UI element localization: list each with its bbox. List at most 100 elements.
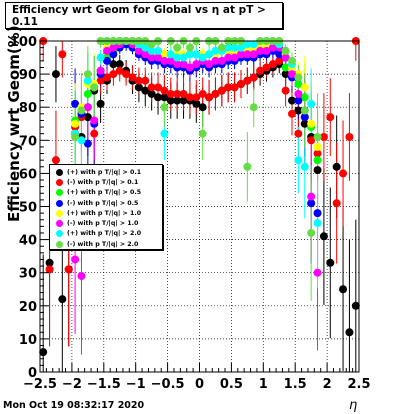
legend-label: (-) with p T/|q| > 2.0 <box>67 240 139 248</box>
data-point <box>313 268 322 277</box>
data-point <box>192 50 201 59</box>
data-point <box>160 56 169 65</box>
legend-entry: (+) with p T/|q| > 1.0 <box>53 208 162 218</box>
data-point <box>179 60 188 69</box>
data-point <box>205 60 214 69</box>
data-point <box>262 46 271 55</box>
data-point <box>147 53 156 62</box>
data-point <box>173 96 182 105</box>
data-point <box>147 89 156 98</box>
data-point <box>281 53 290 62</box>
x-tick-label: 1 <box>259 377 268 392</box>
legend-label: (-) with p T/|q| > 0.5 <box>67 199 139 207</box>
data-point <box>326 113 335 122</box>
chart-title: Efficiency wrt Geom for Global vs η at p… <box>12 3 266 28</box>
data-point <box>96 76 105 85</box>
data-point <box>211 46 220 55</box>
data-point <box>71 132 80 141</box>
data-point <box>300 83 309 92</box>
data-point <box>345 328 354 337</box>
data-point <box>288 109 297 118</box>
data-point <box>243 76 252 85</box>
data-point <box>77 136 86 145</box>
data-point <box>300 106 309 115</box>
x-tick-label: −1.5 <box>87 377 121 392</box>
data-point <box>307 199 316 208</box>
data-point <box>173 53 182 62</box>
data-point <box>198 129 207 138</box>
data-point <box>77 106 86 115</box>
data-point <box>211 89 220 98</box>
timestamp: Mon Oct 19 08:32:17 2020 <box>3 400 145 411</box>
data-point <box>77 272 86 281</box>
legend-label: (-) with p T/|q| > 1.0 <box>67 220 139 228</box>
data-point <box>319 232 328 241</box>
data-point <box>243 162 252 171</box>
data-point <box>179 53 188 62</box>
data-point <box>83 103 92 112</box>
data-point <box>83 113 92 122</box>
data-point <box>115 66 124 75</box>
data-point <box>345 132 354 141</box>
data-point <box>58 295 67 304</box>
data-point <box>185 50 194 59</box>
data-point <box>224 53 233 62</box>
data-point <box>249 50 258 59</box>
data-point <box>58 50 67 59</box>
legend-entry: (-) with p T/|q| > 0.5 <box>53 198 162 208</box>
data-point <box>313 209 322 218</box>
data-point <box>134 76 143 85</box>
data-point <box>249 40 258 49</box>
legend-entry: (+) with p T/|q| > 2.0 <box>53 229 162 239</box>
data-point <box>294 156 303 165</box>
x-tick-label: −2.5 <box>23 377 57 392</box>
data-point <box>313 142 322 151</box>
data-point <box>294 96 303 105</box>
x-tick-label: −1 <box>126 377 146 392</box>
data-point <box>109 50 118 59</box>
data-point <box>268 43 277 52</box>
data-point <box>45 258 54 267</box>
data-point <box>141 76 150 85</box>
data-point <box>109 60 118 69</box>
y-tick-label: 100 <box>10 35 37 50</box>
legend: (+) with p T/|q| > 0.1 (-) with p T/|q| >… <box>49 164 163 250</box>
data-point <box>90 116 99 125</box>
y-tick-label: 10 <box>19 333 37 348</box>
y-tick-label: 80 <box>19 101 37 116</box>
data-point <box>275 50 284 59</box>
data-point <box>294 89 303 98</box>
legend-marker <box>56 209 63 217</box>
y-tick-label: 90 <box>19 68 37 83</box>
data-point <box>307 99 316 108</box>
data-point <box>294 73 303 82</box>
data-point <box>281 70 290 79</box>
data-point <box>160 93 169 102</box>
data-point <box>313 219 322 228</box>
x-tick-label: 2.5 <box>347 377 370 392</box>
data-point <box>141 43 150 52</box>
data-point <box>224 43 233 52</box>
data-point <box>160 129 169 138</box>
data-point <box>173 60 182 69</box>
y-tick-label: 40 <box>19 234 37 249</box>
axis-ticks <box>39 40 360 373</box>
data-point <box>307 192 316 201</box>
data-point <box>294 80 303 89</box>
data-point <box>192 60 201 69</box>
y-tick-label: 0 <box>28 366 37 381</box>
legend-label: (+) with p T/|q| > 0.5 <box>67 189 142 197</box>
data-point <box>205 93 214 102</box>
chart-title-box: Efficiency wrt Geom for Global vs η at p… <box>5 2 283 29</box>
x-tick-label: 0 <box>195 377 204 392</box>
data-point <box>243 40 252 49</box>
data-point <box>166 89 175 98</box>
data-point <box>51 156 60 165</box>
data-point <box>256 66 265 75</box>
legend-label: (+) with p T/|q| > 2.0 <box>67 230 142 238</box>
data-point <box>128 73 137 82</box>
data-point <box>71 119 80 128</box>
legend-label: (+) with p T/|q| > 1.0 <box>67 209 142 217</box>
data-point <box>115 60 124 69</box>
